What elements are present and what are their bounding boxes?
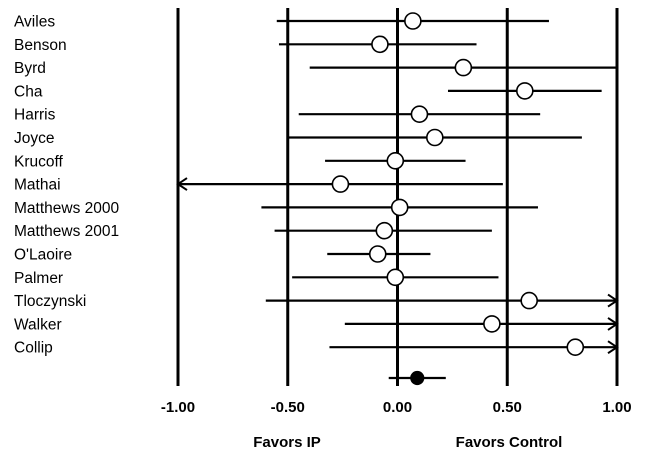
x-tick-label: -0.50 [271, 399, 305, 416]
study-estimate-point [454, 58, 473, 77]
x-tick-label: 0.50 [493, 399, 522, 416]
favors-control-label: Favors Control [456, 434, 563, 451]
study-estimate-point [426, 128, 444, 147]
favors-ip-label: Favors IP [253, 434, 321, 451]
study-estimate-point [566, 338, 585, 357]
study-labels: Aviles Benson Byrd Cha Harris Joyce Krucoff Mat… [14, 14, 119, 357]
vertical-gridlines [176, 8, 619, 386]
study-label: Cha [14, 83, 43, 100]
ci-arrow-right [607, 340, 619, 355]
study-estimate-point [390, 198, 409, 217]
x-tick-label: 0.00 [383, 399, 412, 416]
effect-estimates [331, 12, 585, 386]
ci-arrow-right [607, 293, 619, 308]
study-label: Byrd [14, 60, 46, 77]
study-label: O'Laoire [14, 247, 72, 264]
study-estimate-point [368, 245, 387, 263]
study-estimate-point [386, 152, 405, 170]
study-estimate-point [483, 315, 501, 333]
x-tick-label: -1.00 [161, 399, 195, 416]
study-estimate-point [386, 268, 405, 287]
pooled-estimate-point [410, 370, 425, 386]
ci-arrow-left [176, 177, 188, 191]
study-label: Mathai [14, 177, 61, 194]
study-estimate-point [520, 291, 539, 310]
x-axis-tick-labels: -1.00 -0.50 0.00 0.50 1.00 [161, 399, 632, 416]
x-tick-label: 1.00 [602, 399, 631, 416]
ci-arrow-right [607, 317, 619, 331]
study-estimate-point [404, 12, 422, 30]
study-label: Tloczynski [14, 293, 86, 310]
study-label: Matthews 2001 [14, 223, 119, 240]
study-estimate-point [516, 82, 534, 100]
study-label: Benson [14, 37, 67, 54]
study-estimate-point [371, 35, 389, 54]
study-label: Joyce [14, 130, 55, 147]
study-label: Walker [14, 316, 62, 333]
study-label: Harris [14, 107, 56, 124]
study-estimate-point [331, 175, 350, 193]
study-label: Palmer [14, 270, 63, 287]
study-label: Collip [14, 340, 53, 357]
study-label: Krucoff [14, 153, 64, 170]
study-label: Matthews 2000 [14, 200, 119, 217]
study-estimate-point [375, 221, 394, 240]
study-estimate-point [410, 105, 429, 123]
study-label: Aviles [14, 14, 55, 31]
